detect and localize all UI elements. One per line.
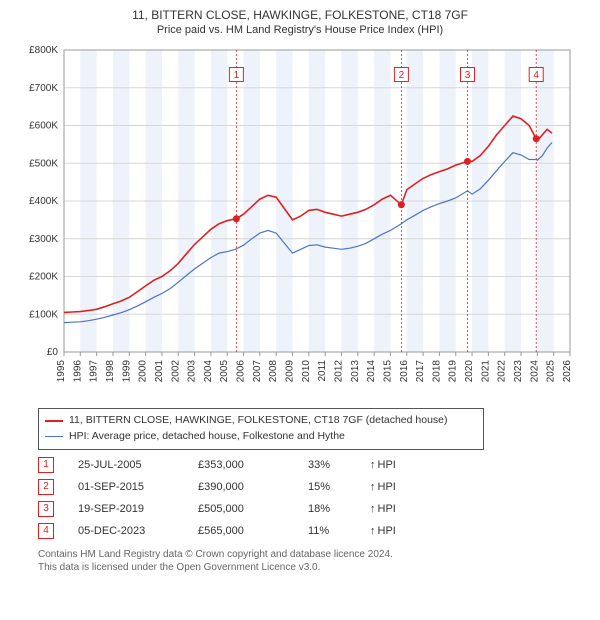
svg-text:2011: 2011 <box>317 360 328 382</box>
svg-text:2007: 2007 <box>252 360 263 383</box>
svg-text:2014: 2014 <box>366 360 377 383</box>
svg-text:1999: 1999 <box>121 360 132 383</box>
svg-text:1998: 1998 <box>105 360 116 383</box>
svg-text:2005: 2005 <box>219 360 230 383</box>
footer: Contains HM Land Registry data © Crown c… <box>38 548 590 574</box>
svg-text:2004: 2004 <box>203 360 214 383</box>
svg-text:2017: 2017 <box>415 360 426 383</box>
svg-text:2020: 2020 <box>464 360 475 383</box>
sale-diff: 15% <box>308 481 368 493</box>
svg-text:£500K: £500K <box>29 158 58 169</box>
footer-line: Contains HM Land Registry data © Crown c… <box>38 548 590 561</box>
sale-marker: 2 <box>38 479 54 495</box>
svg-text:2001: 2001 <box>154 360 165 383</box>
svg-text:2: 2 <box>399 70 405 81</box>
table-row: 3 19-SEP-2019£505,00018%↑HPI <box>38 498 478 520</box>
sale-marker: 1 <box>38 457 54 473</box>
legend-label: 11, BITTERN CLOSE, HAWKINGE, FOLKESTONE,… <box>69 413 448 429</box>
svg-text:2006: 2006 <box>236 360 247 383</box>
svg-text:1: 1 <box>234 70 240 81</box>
svg-text:2018: 2018 <box>431 360 442 383</box>
svg-text:£400K: £400K <box>29 196 58 207</box>
sale-date: 05-DEC-2023 <box>78 525 198 537</box>
footer-line: This data is licensed under the Open Gov… <box>38 561 590 574</box>
svg-text:£100K: £100K <box>29 309 58 320</box>
sale-date: 19-SEP-2019 <box>78 503 198 515</box>
sale-date: 25-JUL-2005 <box>78 459 198 471</box>
svg-text:2025: 2025 <box>546 360 557 383</box>
legend-item: HPI: Average price, detached house, Folk… <box>45 429 477 445</box>
svg-text:2003: 2003 <box>187 360 198 383</box>
svg-text:2016: 2016 <box>399 360 410 383</box>
svg-text:2009: 2009 <box>285 360 296 383</box>
sale-diff: 18% <box>308 503 368 515</box>
svg-text:1997: 1997 <box>89 360 100 383</box>
svg-text:3: 3 <box>465 70 471 81</box>
sale-direction: ↑HPI <box>368 503 396 515</box>
table-row: 1 25-JUL-2005£353,00033%↑HPI <box>38 454 478 476</box>
svg-text:2012: 2012 <box>333 360 344 383</box>
svg-text:2013: 2013 <box>350 360 361 383</box>
sale-price: £390,000 <box>198 481 308 493</box>
sale-diff: 33% <box>308 459 368 471</box>
svg-text:2021: 2021 <box>480 360 491 383</box>
svg-text:2000: 2000 <box>138 360 149 383</box>
svg-text:£200K: £200K <box>29 272 58 283</box>
table-row: 4 05-DEC-2023£565,00011%↑HPI <box>38 520 478 542</box>
chart: £0 £100K £200K £300K £400K £500K £600K £700K £80… <box>20 42 580 402</box>
legend-item: 11, BITTERN CLOSE, HAWKINGE, FOLKESTONE,… <box>45 413 477 429</box>
legend-swatch <box>45 436 63 437</box>
svg-text:2026: 2026 <box>562 360 573 383</box>
svg-text:2019: 2019 <box>448 360 459 383</box>
svg-text:£0: £0 <box>47 347 59 358</box>
svg-text:4: 4 <box>533 70 539 81</box>
legend: 11, BITTERN CLOSE, HAWKINGE, FOLKESTONE,… <box>38 408 484 450</box>
svg-text:2002: 2002 <box>170 360 181 383</box>
sale-marker: 4 <box>38 523 54 539</box>
svg-text:£600K: £600K <box>29 121 58 132</box>
sale-direction: ↑HPI <box>368 459 396 471</box>
svg-text:1996: 1996 <box>72 360 83 383</box>
svg-text:2022: 2022 <box>497 360 508 383</box>
chart-svg: £0 £100K £200K £300K £400K £500K £600K £700K £80… <box>20 42 580 402</box>
svg-text:2010: 2010 <box>301 360 312 383</box>
page-subtitle: Price paid vs. HM Land Registry's House … <box>10 24 590 36</box>
svg-text:£300K: £300K <box>29 234 58 245</box>
sale-direction: ↑HPI <box>368 481 396 493</box>
svg-text:2008: 2008 <box>268 360 279 383</box>
svg-text:2015: 2015 <box>382 360 393 383</box>
table-row: 2 01-SEP-2015£390,00015%↑HPI <box>38 476 478 498</box>
legend-swatch <box>45 420 63 422</box>
sale-price: £353,000 <box>198 459 308 471</box>
sale-price: £565,000 <box>198 525 308 537</box>
svg-text:£800K: £800K <box>29 45 58 56</box>
sale-marker: 3 <box>38 501 54 517</box>
sale-date: 01-SEP-2015 <box>78 481 198 493</box>
sale-direction: ↑HPI <box>368 525 396 537</box>
sale-price: £505,000 <box>198 503 308 515</box>
page-title: 11, BITTERN CLOSE, HAWKINGE, FOLKESTONE,… <box>10 8 590 22</box>
sale-diff: 11% <box>308 525 368 537</box>
svg-text:1995: 1995 <box>56 360 67 383</box>
svg-text:2024: 2024 <box>529 360 540 383</box>
sales-table: 125-JUL-2005£353,00033%↑HPI201-SEP-2015£… <box>38 454 478 542</box>
legend-label: HPI: Average price, detached house, Folk… <box>69 429 345 445</box>
svg-text:£700K: £700K <box>29 83 58 94</box>
svg-text:2023: 2023 <box>513 360 524 383</box>
